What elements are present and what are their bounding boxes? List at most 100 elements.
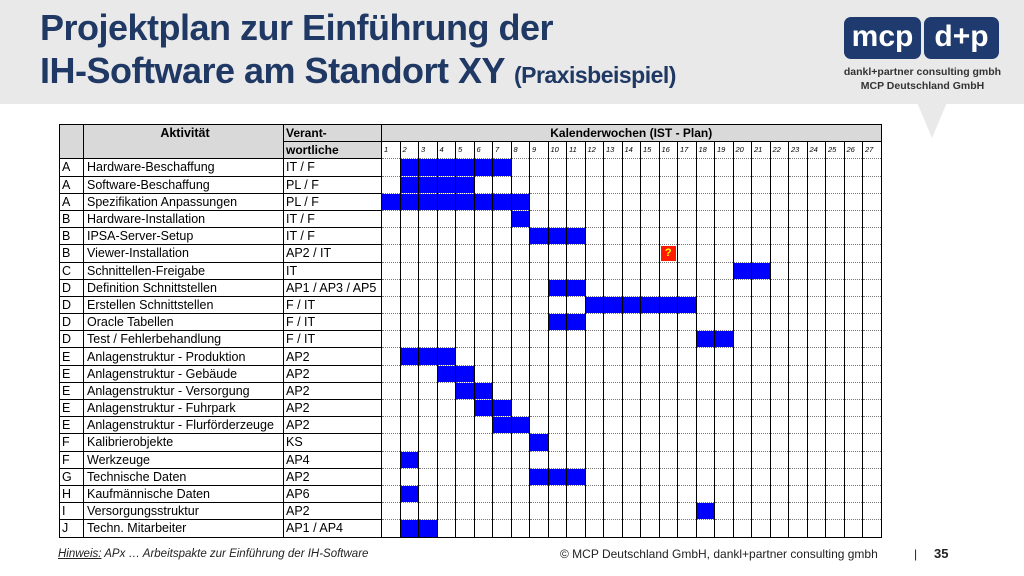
week-cell xyxy=(399,330,419,349)
header-code-cell xyxy=(59,123,84,160)
week-cell xyxy=(862,450,882,469)
week-cell xyxy=(492,330,512,349)
week-cell xyxy=(677,330,697,349)
week-cell xyxy=(640,450,660,469)
gantt-bar-cell xyxy=(492,158,512,177)
week-cell xyxy=(695,295,715,315)
gantt-bar-cell xyxy=(603,295,623,315)
week-cell xyxy=(640,175,660,194)
row-code: B xyxy=(59,209,84,229)
logo-tagline-2: MCP Deutschland GmbH xyxy=(860,80,985,92)
week-cell xyxy=(843,519,863,538)
row-code: E xyxy=(59,381,84,401)
week-cell xyxy=(769,450,789,469)
week-cell xyxy=(418,433,438,452)
week-cell xyxy=(603,192,623,211)
week-cell xyxy=(621,330,641,349)
week-cell xyxy=(547,450,567,469)
week-cell xyxy=(529,330,549,349)
week-cell xyxy=(677,433,697,452)
title-line-2-main: IH-Software am Standort XY xyxy=(40,50,505,91)
week-cell xyxy=(677,209,697,229)
week-cell xyxy=(788,398,808,418)
week-cell xyxy=(473,330,493,349)
week-cell xyxy=(473,227,493,246)
week-cell xyxy=(510,295,530,315)
week-cell xyxy=(806,278,826,297)
week-cell xyxy=(381,330,401,349)
week-cell xyxy=(843,330,863,349)
week-cell xyxy=(436,244,456,263)
week-cell xyxy=(714,381,734,401)
week-cell xyxy=(381,433,401,452)
week-cell xyxy=(806,244,826,263)
week-cell xyxy=(455,519,475,538)
week-cell xyxy=(695,158,715,177)
week-cell xyxy=(399,313,419,332)
week-cell xyxy=(843,295,863,315)
week-cell xyxy=(695,433,715,452)
table-row: B IPSA-Server-Setup IT / F xyxy=(59,227,882,246)
week-cell xyxy=(436,519,456,538)
gantt-bar-cell xyxy=(473,398,493,418)
row-responsible: IT xyxy=(283,261,382,280)
gantt-bar-cell xyxy=(399,347,419,366)
gantt-bar-cell xyxy=(566,467,586,486)
week-cell xyxy=(862,484,882,504)
week-cell xyxy=(584,484,604,504)
week-number-5: 5 xyxy=(455,141,475,160)
week-cell xyxy=(603,261,623,280)
week-cell xyxy=(621,398,641,418)
week-cell xyxy=(825,416,845,435)
week-cell xyxy=(399,398,419,418)
week-cell xyxy=(603,450,623,469)
week-cell xyxy=(843,467,863,486)
week-cell xyxy=(806,381,826,401)
week-cell xyxy=(529,244,549,263)
week-cell xyxy=(769,192,789,211)
gantt-bar-cell xyxy=(510,209,530,229)
week-cell xyxy=(603,158,623,177)
gantt-bar-cell xyxy=(418,158,438,177)
week-cell xyxy=(566,416,586,435)
week-cell xyxy=(806,209,826,229)
week-cell xyxy=(640,502,660,521)
table-row: H Kaufmännische Daten AP6 xyxy=(59,484,882,504)
week-cell xyxy=(473,261,493,280)
week-cell xyxy=(714,416,734,435)
week-cell xyxy=(732,467,752,486)
week-cell xyxy=(529,450,549,469)
week-cell xyxy=(436,467,456,486)
week-cell xyxy=(584,313,604,332)
week-cell xyxy=(769,244,789,263)
table-row: F Kalibrierobjekte KS xyxy=(59,433,882,452)
row-activity: Anlagenstruktur - Produktion xyxy=(83,347,284,366)
week-cell xyxy=(621,502,641,521)
week-cell xyxy=(862,502,882,521)
week-cell xyxy=(788,347,808,366)
row-responsible: KS xyxy=(283,433,382,452)
week-cell xyxy=(862,261,882,280)
week-cell xyxy=(732,244,752,263)
week-cell xyxy=(566,381,586,401)
week-cell xyxy=(399,261,419,280)
week-cell xyxy=(677,467,697,486)
week-cell xyxy=(788,278,808,297)
week-cell xyxy=(695,175,715,194)
row-responsible: IT / F xyxy=(283,209,382,229)
week-cell xyxy=(769,227,789,246)
week-cell xyxy=(621,364,641,383)
row-activity: Spezifikation Anpassungen xyxy=(83,192,284,211)
week-cell xyxy=(825,261,845,280)
week-cell xyxy=(714,295,734,315)
week-cell xyxy=(825,244,845,263)
week-cell xyxy=(862,398,882,418)
week-cell xyxy=(695,261,715,280)
week-cell xyxy=(566,484,586,504)
week-cell xyxy=(806,227,826,246)
row-responsible: AP2 / IT xyxy=(283,244,382,263)
week-cell xyxy=(732,175,752,194)
week-cell xyxy=(714,244,734,263)
week-cell xyxy=(621,519,641,538)
week-cell xyxy=(677,227,697,246)
